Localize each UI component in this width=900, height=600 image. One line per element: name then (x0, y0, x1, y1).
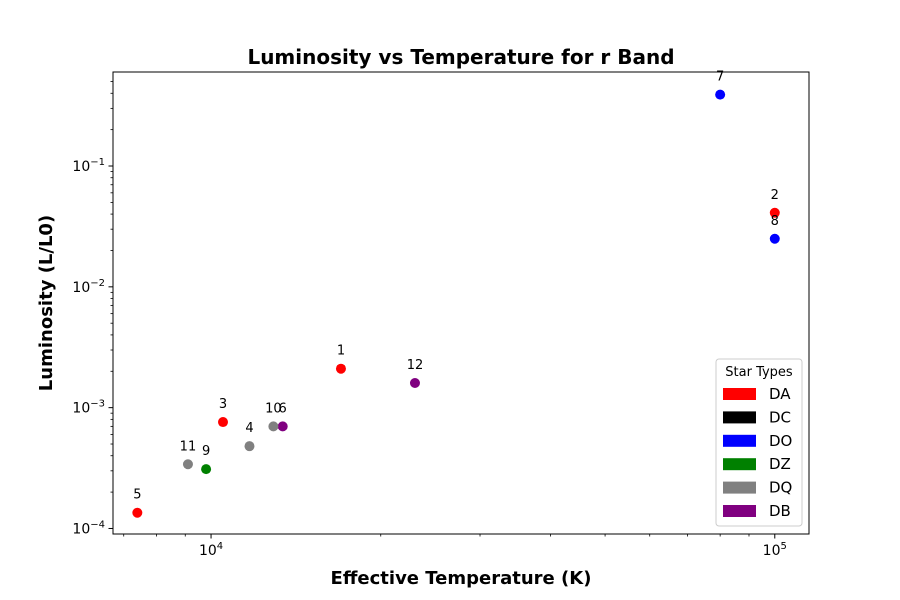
data-point (217, 417, 228, 428)
data-point-label: 3 (219, 397, 227, 412)
data-point-label: 8 (771, 214, 779, 229)
plot-frame (112, 71, 810, 535)
data-point (268, 421, 279, 432)
data-point (715, 89, 726, 100)
y-tick-label: 10−1 (72, 157, 105, 175)
legend-swatch (723, 481, 756, 494)
x-tick-label: 104 (199, 541, 223, 559)
data-point (769, 207, 780, 218)
y-tick-label: 10−2 (72, 278, 105, 296)
data-point (335, 363, 346, 374)
legend-label: DB (769, 502, 791, 520)
legend-swatch (723, 434, 756, 447)
data-point-label: 4 (245, 421, 253, 436)
data-point (244, 441, 255, 452)
legend-swatch (723, 411, 756, 424)
legend-label: DZ (769, 455, 791, 473)
legend-label: DO (769, 432, 792, 450)
y-tick-label: 10−3 (72, 399, 105, 417)
data-point (132, 507, 143, 518)
legend-label: DA (769, 385, 791, 403)
legend: Star Types DA DC DO DZ DQ DB (715, 358, 803, 527)
data-point-label: 1 (337, 344, 345, 359)
data-point-label: 10 (265, 401, 282, 416)
legend-swatch (723, 505, 756, 517)
x-axis-label: Effective Temperature (K) (331, 568, 592, 589)
legend-label: DC (769, 408, 791, 426)
y-tick-label: 10−4 (72, 519, 105, 537)
data-point (769, 233, 780, 244)
data-point (201, 464, 212, 475)
y-axis-label: Luminosity (L/L0) (36, 215, 57, 391)
data-point-label: 7 (716, 70, 724, 85)
data-point-label: 5 (133, 488, 141, 503)
data-point (182, 459, 193, 470)
data-point-label: 11 (180, 439, 197, 454)
data-point (277, 421, 288, 432)
legend-swatch (723, 458, 756, 471)
data-point (409, 377, 420, 388)
data-point-label: 2 (771, 188, 779, 203)
x-tick-label: 105 (763, 541, 787, 559)
data-point-label: 6 (279, 401, 287, 416)
legend-label: DQ (769, 479, 792, 497)
legend-swatch (723, 388, 756, 400)
data-point-label: 12 (407, 358, 424, 373)
data-point-label: 9 (202, 444, 210, 459)
legend-title: Star Types (725, 365, 793, 380)
chart-title: Luminosity vs Temperature for r Band (247, 45, 674, 69)
